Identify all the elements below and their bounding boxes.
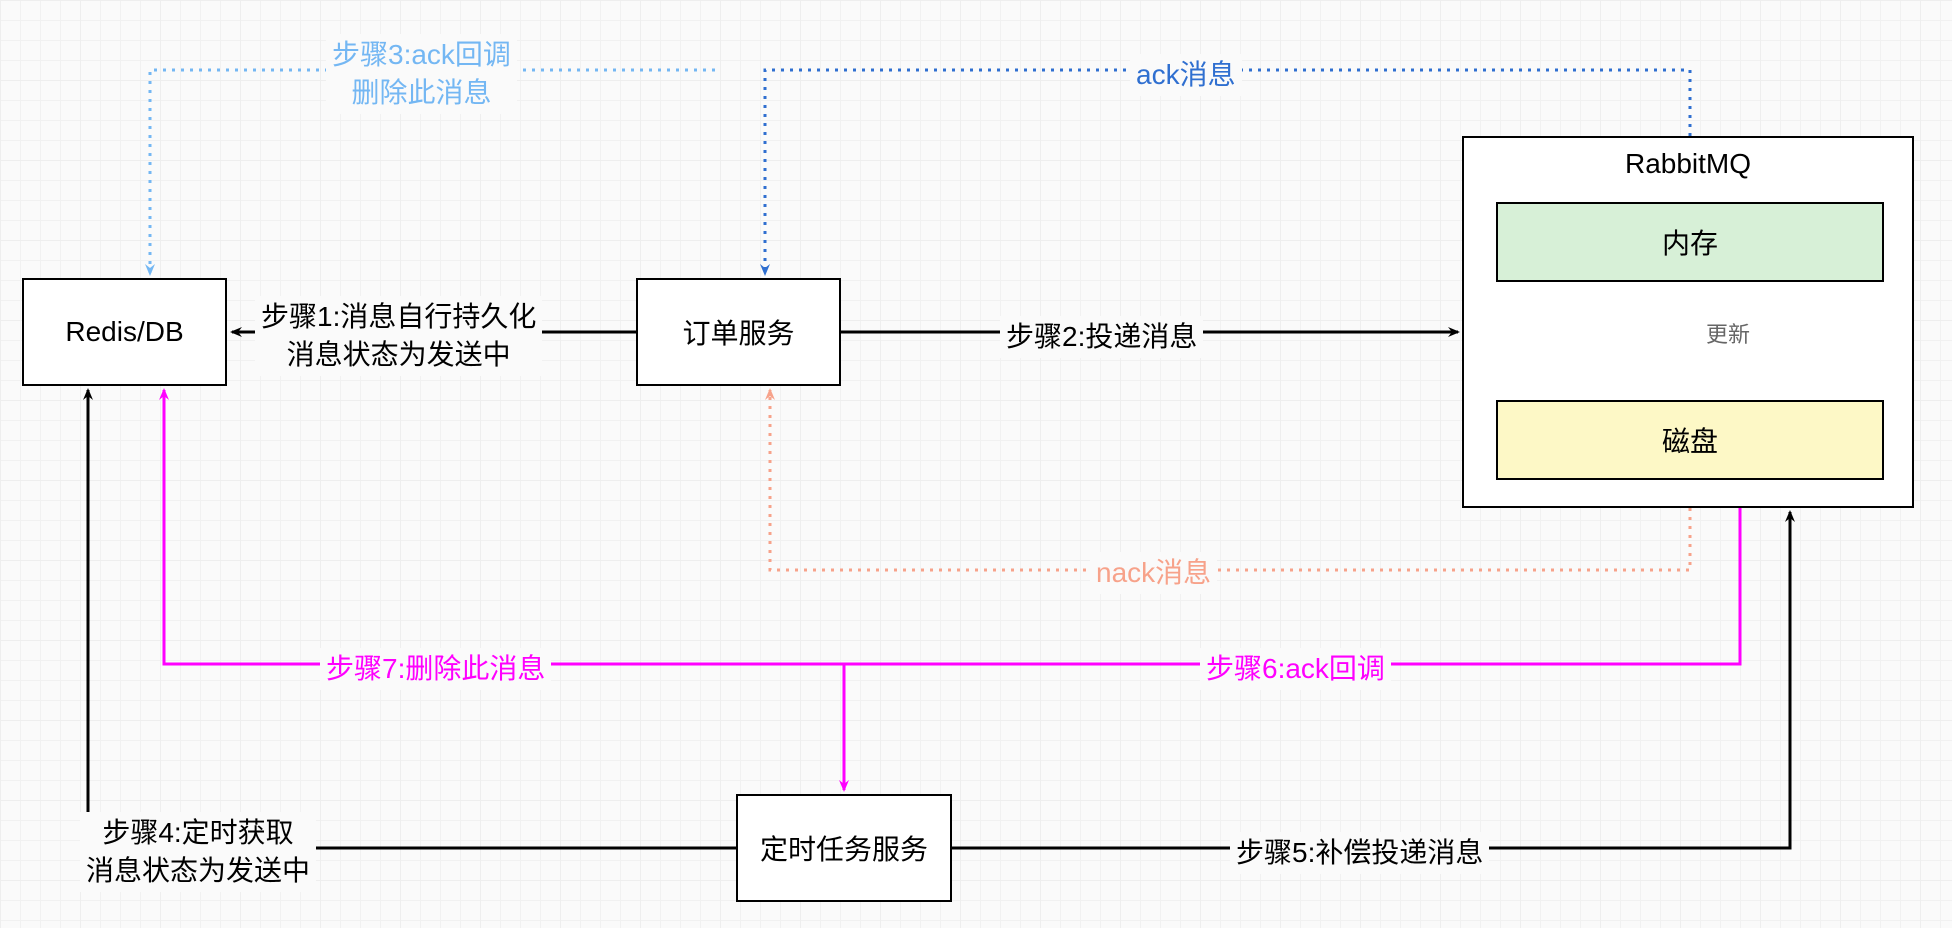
node-rabbit-disk: 磁盘 (1496, 400, 1884, 480)
label-ack: ack消息 (1130, 54, 1242, 96)
node-rabbit-mem-label: 内存 (1662, 222, 1718, 262)
label-step5: 步骤5:补偿投递消息 (1230, 832, 1489, 874)
label-step6: 步骤6:ack回调 (1200, 648, 1391, 690)
edge-step4 (88, 390, 736, 848)
node-order-label: 订单服务 (682, 312, 794, 352)
node-timer: 定时任务服务 (736, 794, 952, 902)
node-timer-label: 定时任务服务 (760, 828, 928, 868)
node-rabbit-title: RabbitMQ (1464, 138, 1912, 180)
label-step7: 步骤7:删除此消息 (320, 648, 551, 690)
node-rabbit: RabbitMQ 内存 磁盘 (1462, 136, 1914, 508)
label-step3: 步骤3:ack回调删除此消息 (326, 34, 517, 114)
node-rabbit-disk-label: 磁盘 (1662, 420, 1718, 460)
node-redis: Redis/DB (22, 278, 227, 386)
label-step4: 步骤4:定时获取消息状态为发送中 (80, 812, 316, 892)
node-redis-label: Redis/DB (65, 316, 183, 348)
flow-diagram: Redis/DB 订单服务 RabbitMQ 内存 磁盘 定时任务服务 步骤1:… (0, 0, 1952, 928)
label-mem-disk: 更新 (1700, 318, 1756, 352)
label-step1: 步骤1:消息自行持久化消息状态为发送中 (255, 296, 542, 376)
label-step2: 步骤2:投递消息 (1000, 316, 1203, 358)
label-nack: nack消息 (1090, 552, 1217, 594)
node-rabbit-mem: 内存 (1496, 202, 1884, 282)
edge-step7 (164, 390, 844, 664)
node-order: 订单服务 (636, 278, 841, 386)
